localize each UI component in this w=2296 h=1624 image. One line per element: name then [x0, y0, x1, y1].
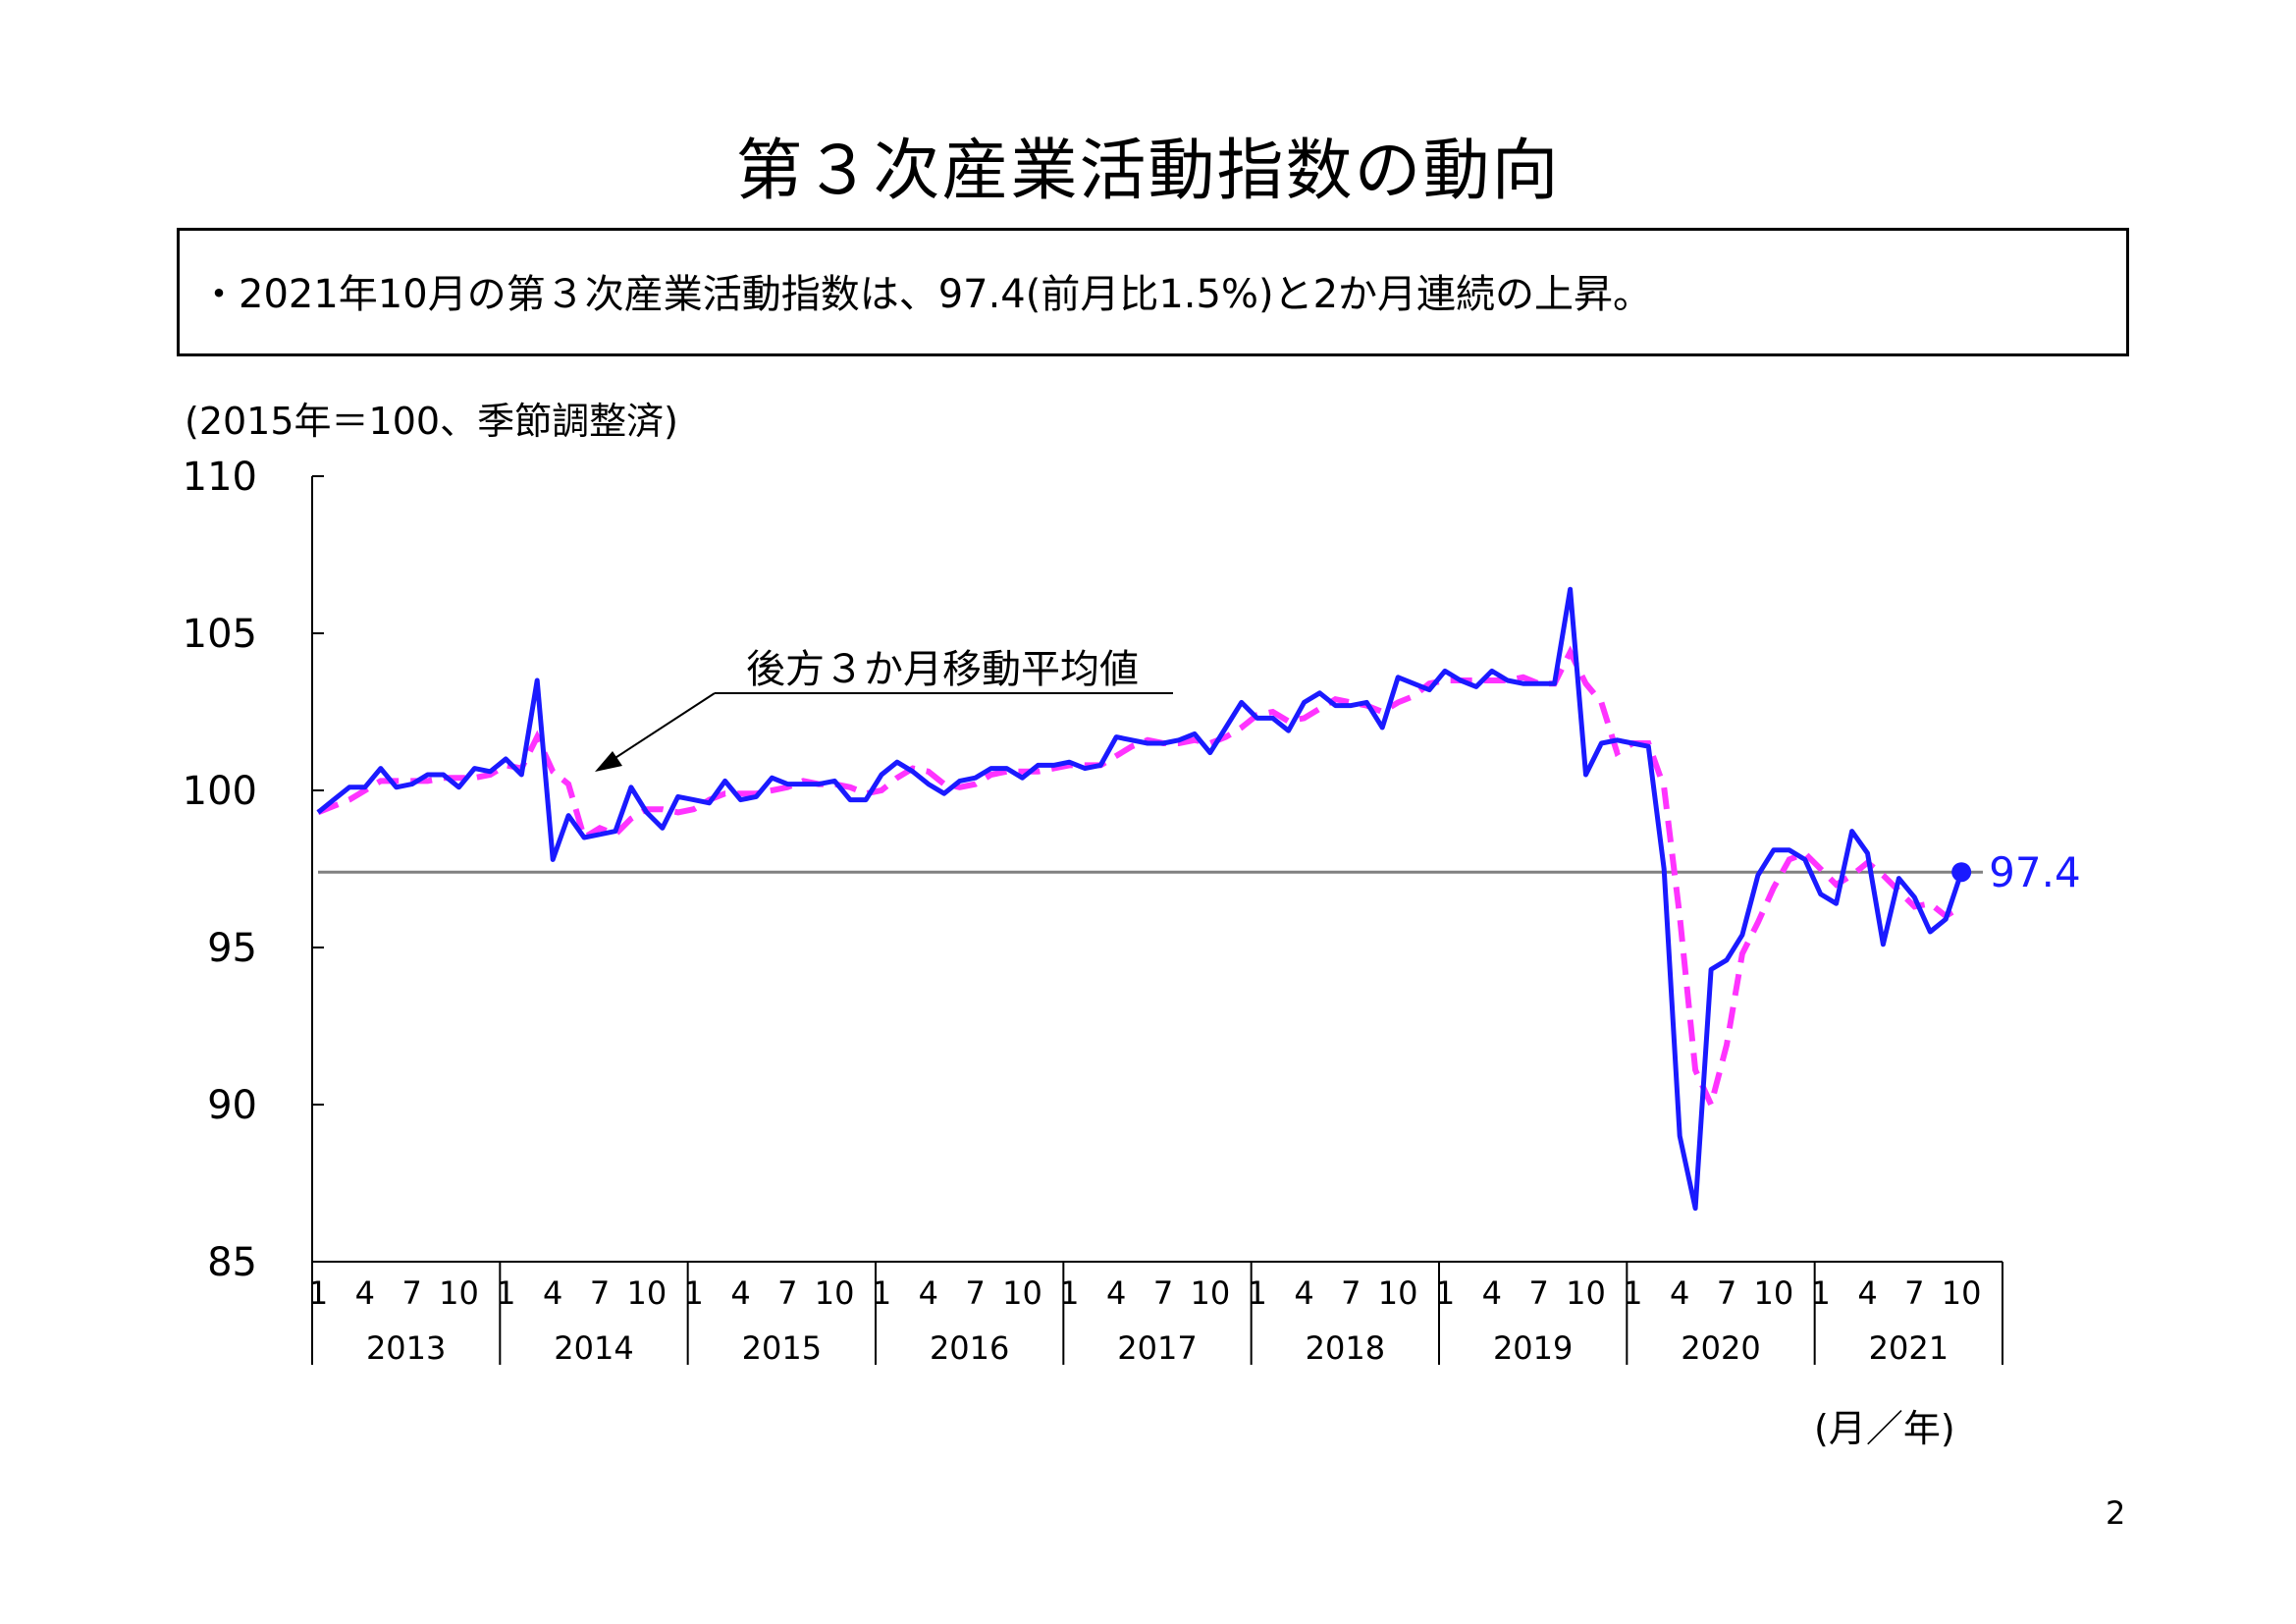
x-month-label: 7: [401, 1274, 421, 1312]
x-year-label: 2013: [366, 1329, 446, 1367]
x-year-label: 2021: [1869, 1329, 1949, 1367]
x-month-label: 1: [872, 1274, 891, 1312]
x-year-label: 2016: [930, 1329, 1009, 1367]
x-year-label: 2019: [1493, 1329, 1573, 1367]
x-month-label: 10: [1002, 1274, 1042, 1312]
moving-average-line: [316, 645, 1963, 1113]
x-month-label: 7: [590, 1274, 610, 1312]
y-tick-label: 100: [183, 769, 257, 814]
x-year-label: 2018: [1306, 1329, 1385, 1367]
x-month-label: 7: [777, 1274, 797, 1312]
x-month-label: 4: [1670, 1274, 1689, 1312]
x-month-label: 4: [355, 1274, 375, 1312]
summary-text: ・2021年10月の第３次産業活動指数は、97.4(前月比1.5%)と2か月連続…: [199, 272, 1653, 317]
x-month-label: 4: [1482, 1274, 1502, 1312]
x-month-label: 4: [919, 1274, 938, 1312]
x-month-label: 1: [496, 1274, 515, 1312]
annotation-arrow: [610, 692, 716, 762]
x-year-label: 2015: [742, 1329, 822, 1367]
x-month-label: 7: [1341, 1274, 1361, 1312]
unit-note: (2015年＝100、季節調整済): [185, 400, 678, 443]
x-month-label: 4: [543, 1274, 562, 1312]
page-title: 第３次産業活動指数の動向: [735, 133, 1561, 210]
x-month-label: 1: [1435, 1274, 1455, 1312]
x-month-label: 10: [1942, 1274, 1982, 1312]
y-tick-label: 95: [207, 926, 257, 971]
x-month-label: 1: [683, 1274, 703, 1312]
x-month-label: 10: [626, 1274, 667, 1312]
x-month-label: 4: [730, 1274, 750, 1312]
index-line: [316, 586, 1964, 1212]
x-month-label: 10: [439, 1274, 479, 1312]
x-month-label: 1: [1247, 1274, 1266, 1312]
x-month-label: 4: [1857, 1274, 1877, 1312]
x-month-label: 7: [965, 1274, 985, 1312]
y-tick-label: 90: [207, 1083, 257, 1128]
x-year-label: 2020: [1681, 1329, 1760, 1367]
x-year-label: 2014: [554, 1329, 633, 1367]
x-month-label: 4: [1106, 1274, 1126, 1312]
x-year-label: 2017: [1117, 1329, 1197, 1367]
x-month-label: 7: [1528, 1274, 1548, 1312]
x-month-label: 1: [1810, 1274, 1830, 1312]
x-month-label: 4: [1294, 1274, 1313, 1312]
x-axis-label: (月／年): [1814, 1407, 1955, 1450]
x-month-label: 7: [1153, 1274, 1173, 1312]
summary-box: ・2021年10月の第３次産業活動指数は、97.4(前月比1.5%)と2か月連続…: [177, 228, 2129, 356]
x-month-label: 1: [308, 1274, 328, 1312]
latest-value-label: 97.4: [1989, 848, 2081, 896]
x-month-label: 7: [1904, 1274, 1924, 1312]
x-month-label: 1: [1623, 1274, 1642, 1312]
annotation-label: 後方３か月移動平均値: [746, 647, 1139, 692]
x-month-label: 10: [1190, 1274, 1230, 1312]
x-month-label: 10: [1378, 1274, 1418, 1312]
x-month-label: 10: [815, 1274, 855, 1312]
annotation-arrowhead: [595, 751, 622, 772]
y-tick-label: 85: [207, 1240, 257, 1285]
latest-point: [1951, 862, 1972, 883]
x-month-label: 10: [1753, 1274, 1793, 1312]
x-month-label: 10: [1566, 1274, 1606, 1312]
y-tick-label: 110: [183, 455, 257, 500]
y-tick-label: 105: [183, 612, 257, 657]
x-month-label: 1: [1059, 1274, 1079, 1312]
x-month-label: 7: [1717, 1274, 1736, 1312]
page-number: 2: [2106, 1494, 2126, 1532]
